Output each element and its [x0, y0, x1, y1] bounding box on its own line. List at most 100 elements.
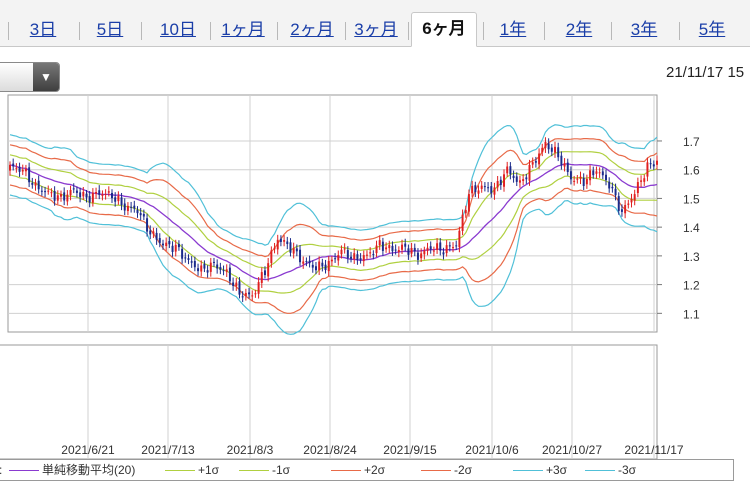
- candle-body: [12, 163, 15, 167]
- candle-body: [461, 214, 464, 231]
- candle-body: [209, 262, 212, 272]
- candle-body: [369, 252, 372, 254]
- candle-body: [120, 197, 123, 206]
- candle-body: [95, 191, 98, 194]
- candle-body: [60, 194, 62, 197]
- candle-body: [512, 175, 515, 179]
- tab-8[interactable]: 1年: [499, 20, 527, 39]
- candle-body: [573, 180, 576, 182]
- candle-body: [82, 191, 85, 197]
- y-tick-label: 1.5: [683, 192, 700, 206]
- candle-body: [168, 241, 171, 245]
- candle-body: [353, 253, 356, 260]
- candle-body: [404, 243, 407, 247]
- candle-body: [88, 196, 91, 203]
- legend-label: +3σ: [546, 463, 568, 477]
- candle-body: [416, 252, 419, 260]
- candle-body: [184, 257, 187, 259]
- candle-body: [579, 176, 582, 179]
- candle-body: [311, 264, 314, 268]
- band-plus1-sigma-line: [9, 151, 658, 269]
- candle-body: [286, 241, 289, 244]
- tab-1[interactable]: 3日: [29, 20, 57, 39]
- x-tick-label: 2021/11/17: [624, 443, 683, 457]
- candle-body: [493, 187, 496, 195]
- candle-body: [566, 162, 569, 173]
- candle-body: [471, 185, 474, 194]
- candle-body: [104, 194, 107, 196]
- y-tick-label: 1.6: [683, 164, 700, 178]
- candle-body: [337, 255, 340, 261]
- band-minus1-sigma-line: [9, 174, 658, 294]
- candle-body: [85, 193, 88, 198]
- candle-body: [585, 179, 588, 185]
- candle-body: [334, 258, 337, 260]
- caret-down-icon[interactable]: ▼: [33, 63, 59, 91]
- legend-item: -2σ: [421, 463, 472, 477]
- candle-body: [620, 209, 623, 212]
- candle-body: [254, 293, 257, 295]
- candle-body: [123, 203, 126, 211]
- candle-body: [314, 266, 317, 271]
- candle-body: [554, 146, 556, 153]
- band-plus3-sigma-line: [9, 124, 658, 246]
- legend-swatch: [585, 470, 615, 472]
- candle-body: [47, 190, 50, 192]
- tab-5[interactable]: 2ヶ月: [290, 20, 334, 39]
- candle-body: [544, 141, 547, 148]
- candle-body: [50, 192, 53, 194]
- tab-3[interactable]: 10日: [160, 20, 196, 39]
- candle-body: [372, 254, 375, 256]
- chart-type-dropdown[interactable]: ▼: [0, 62, 60, 92]
- candle-body: [181, 248, 184, 259]
- tab-2[interactable]: 5日: [96, 20, 124, 39]
- tab-separator: [78, 22, 80, 40]
- candle-body: [436, 243, 439, 250]
- candle-body: [75, 190, 78, 193]
- tab-4[interactable]: 1ヶ月: [221, 20, 265, 39]
- candle-body: [614, 188, 617, 196]
- x-tick-label: 2021/6/21: [61, 443, 115, 457]
- candle-body: [448, 245, 451, 247]
- candle-body: [177, 243, 180, 248]
- candle-body: [401, 244, 404, 250]
- candle-body: [595, 171, 598, 174]
- candle-body: [63, 192, 66, 201]
- tab-11[interactable]: 5年: [698, 20, 726, 39]
- candle-body: [528, 164, 531, 181]
- candle-body: [114, 197, 117, 202]
- candle-body: [279, 238, 282, 242]
- candle-body: [187, 258, 190, 260]
- legend-label: -1σ: [272, 463, 291, 477]
- candle-body: [203, 263, 206, 269]
- candle-body: [228, 267, 231, 282]
- candle-body: [111, 192, 113, 199]
- candle-body: [34, 182, 37, 186]
- candle-body: [305, 261, 308, 263]
- tab-9[interactable]: 2年: [565, 20, 593, 39]
- candle-body: [295, 248, 298, 252]
- candle-body: [522, 179, 525, 181]
- legend-label: -3σ: [618, 463, 637, 477]
- candle-body: [538, 153, 541, 165]
- tab-separator: [544, 22, 545, 40]
- candle-body: [420, 253, 423, 259]
- bollinger-chart: 1.7 1.6 1.5 1.4 1.3 1.2 1.1 2021/6/21 2021/7/13 2…: [0, 94, 700, 460]
- tab-6[interactable]: 3ヶ月: [354, 20, 398, 39]
- candle-body: [608, 181, 611, 189]
- candle-body: [244, 292, 247, 297]
- candle-body: [44, 191, 47, 193]
- tab-10[interactable]: 3年: [630, 20, 658, 39]
- legend-item: +2σ: [331, 463, 385, 477]
- candle-body: [197, 268, 200, 272]
- candle-body: [130, 206, 133, 208]
- candle-body: [362, 255, 365, 262]
- candle-body: [442, 252, 445, 255]
- candle-body: [630, 198, 633, 203]
- candle-body: [643, 178, 646, 182]
- legend-swatch: [421, 470, 451, 472]
- candle-body: [222, 270, 225, 272]
- tab-separator: [408, 22, 409, 40]
- candle-body: [133, 205, 136, 209]
- tab-7[interactable]: 6ヶ月: [411, 12, 477, 47]
